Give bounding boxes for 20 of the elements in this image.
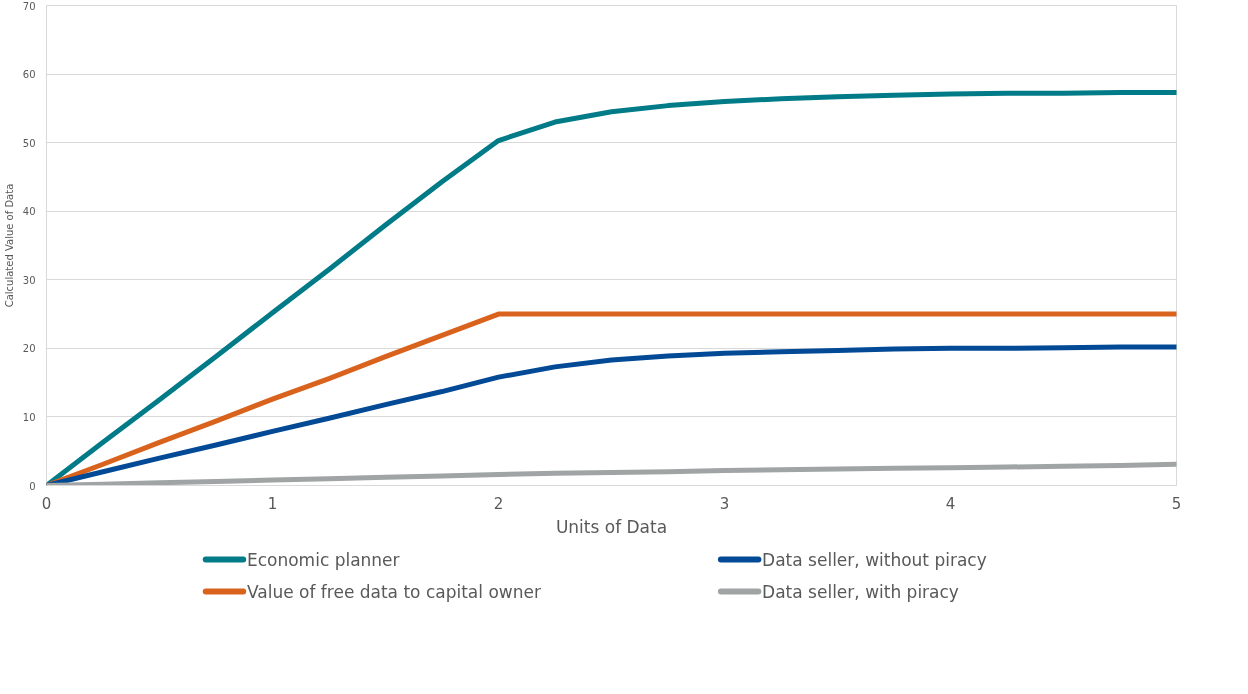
x-tick-label: 1 xyxy=(267,494,278,513)
x-axis-title: Units of Data xyxy=(555,516,668,537)
y-tick-label: 60 xyxy=(22,69,36,81)
y-tick-label: 30 xyxy=(22,274,36,286)
x-tick-label: 4 xyxy=(945,494,956,513)
y-tick-label: 20 xyxy=(22,343,36,355)
x-tick-label: 3 xyxy=(719,494,730,513)
y-tick-label: 10 xyxy=(22,411,36,423)
x-tick-label: 0 xyxy=(41,494,52,513)
x-tick-label: 5 xyxy=(1171,494,1182,513)
y-tick-label: 40 xyxy=(22,206,36,218)
legend-label: Value of free data to capital owner xyxy=(246,581,541,602)
y-tick-label: 0 xyxy=(29,480,36,492)
legend-label: Economic planner xyxy=(246,549,400,570)
legend-label: Data seller, without piracy xyxy=(762,549,987,570)
x-tick-label: 2 xyxy=(493,494,504,513)
y-axis-title: Calculated Value of Data xyxy=(3,183,15,308)
y-tick-label: 70 xyxy=(22,0,36,12)
y-tick-label: 50 xyxy=(22,137,36,149)
legend-label: Data seller, with piracy xyxy=(762,581,959,602)
